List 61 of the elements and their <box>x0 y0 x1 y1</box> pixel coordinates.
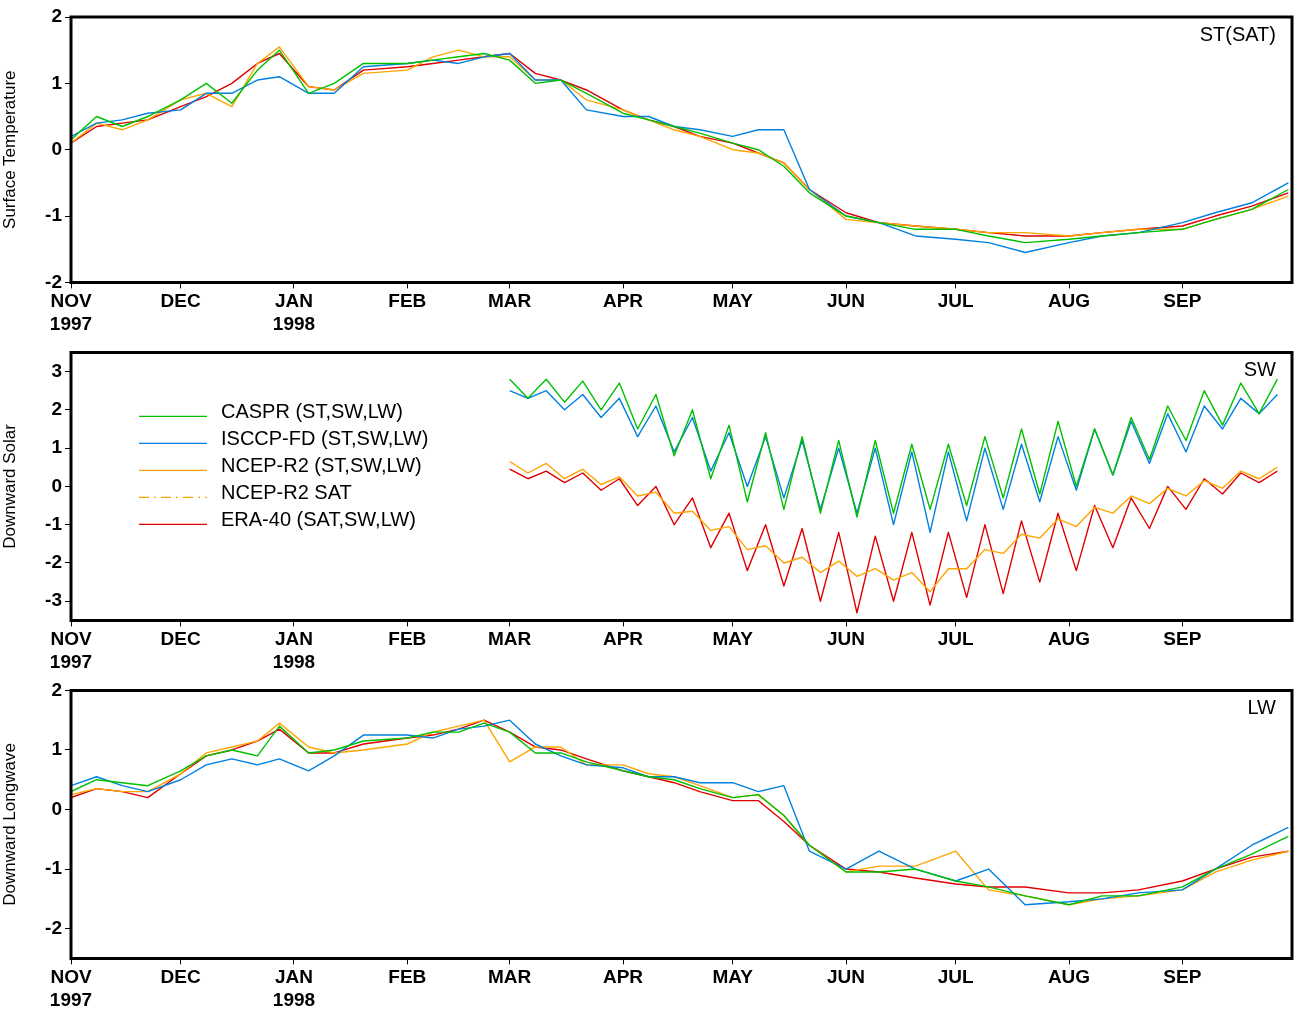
y-tick-label: 0 <box>51 474 62 496</box>
y-tick-label: 2 <box>51 5 62 27</box>
y-tick-label: -2 <box>45 551 62 573</box>
y-tick-label: -1 <box>45 857 63 879</box>
x-tick-label: JUL <box>937 966 975 988</box>
y-tick-label: 0 <box>51 797 62 819</box>
x-tick-label: JAN 1998 <box>272 290 316 334</box>
x-tick-label: SEP <box>1163 290 1202 312</box>
y-tick-label: 1 <box>51 71 63 93</box>
x-tick-label: SEP <box>1163 628 1202 650</box>
y-tick-label: 1 <box>51 738 63 760</box>
y-tick-label: 2 <box>51 678 62 700</box>
x-tick-label: NOV 1997 <box>49 628 93 672</box>
annotation: SW <box>1243 357 1277 380</box>
legend-label: NCEP-R2 SAT <box>221 480 352 503</box>
x-tick-label: APR <box>602 966 644 988</box>
x-tick-label: MAY <box>712 628 754 650</box>
x-tick-label: JAN 1998 <box>272 966 316 1010</box>
y-tick-label: -3 <box>45 589 62 611</box>
x-tick-label: APR <box>602 628 644 650</box>
y-tick-label: -2 <box>45 916 62 938</box>
y-tick-label: -2 <box>45 270 62 292</box>
x-tick-label: MAR <box>488 966 532 988</box>
x-tick-label: AUG <box>1047 966 1091 988</box>
x-tick-label: FEB <box>388 966 427 988</box>
legend-label: ISCCP-FD (ST,SW,LW) <box>221 426 429 449</box>
legend-label: NCEP-R2 (ST,SW,LW) <box>221 453 422 476</box>
legend-label: ERA-40 (SAT,SW,LW) <box>221 507 416 530</box>
y-tick-label: -1 <box>45 512 63 534</box>
x-tick-label: JUL <box>937 628 975 650</box>
x-tick-label: MAY <box>712 966 754 988</box>
x-tick-label: AUG <box>1047 290 1091 312</box>
x-tick-label: FEB <box>388 628 427 650</box>
x-tick-label: NOV 1997 <box>49 966 93 1010</box>
annotation: LW <box>1247 695 1277 718</box>
y-tick-label: 2 <box>51 398 62 420</box>
x-tick-label: JUN <box>827 966 866 988</box>
x-tick-label: DEC <box>160 290 201 312</box>
annotation: ST(SAT) <box>1199 22 1276 45</box>
x-tick-label: JUN <box>827 290 866 312</box>
x-tick-label: DEC <box>160 628 201 650</box>
y-tick-label: -1 <box>45 204 63 226</box>
y-axis-title: Downward Longwave <box>0 743 19 906</box>
x-tick-label: NOV 1997 <box>49 290 93 334</box>
x-tick-label: FEB <box>388 290 427 312</box>
y-axis-title: Downward Solar <box>0 423 19 549</box>
y-tick-label: 3 <box>51 359 62 381</box>
x-tick-label: MAR <box>488 290 532 312</box>
x-tick-label: APR <box>602 290 644 312</box>
x-tick-label: MAR <box>488 628 532 650</box>
y-axis-title: Surface Temperature <box>0 70 19 229</box>
x-tick-label: JUN <box>827 628 866 650</box>
x-tick-label: AUG <box>1047 628 1091 650</box>
x-tick-label: MAY <box>712 290 754 312</box>
legend-label: CASPR (ST,SW,LW) <box>221 399 403 422</box>
x-tick-label: DEC <box>160 966 201 988</box>
y-tick-label: 1 <box>51 436 63 458</box>
x-tick-label: JUL <box>937 290 975 312</box>
y-tick-label: 0 <box>51 137 62 159</box>
x-tick-label: JAN 1998 <box>272 628 316 672</box>
x-tick-label: SEP <box>1163 966 1202 988</box>
